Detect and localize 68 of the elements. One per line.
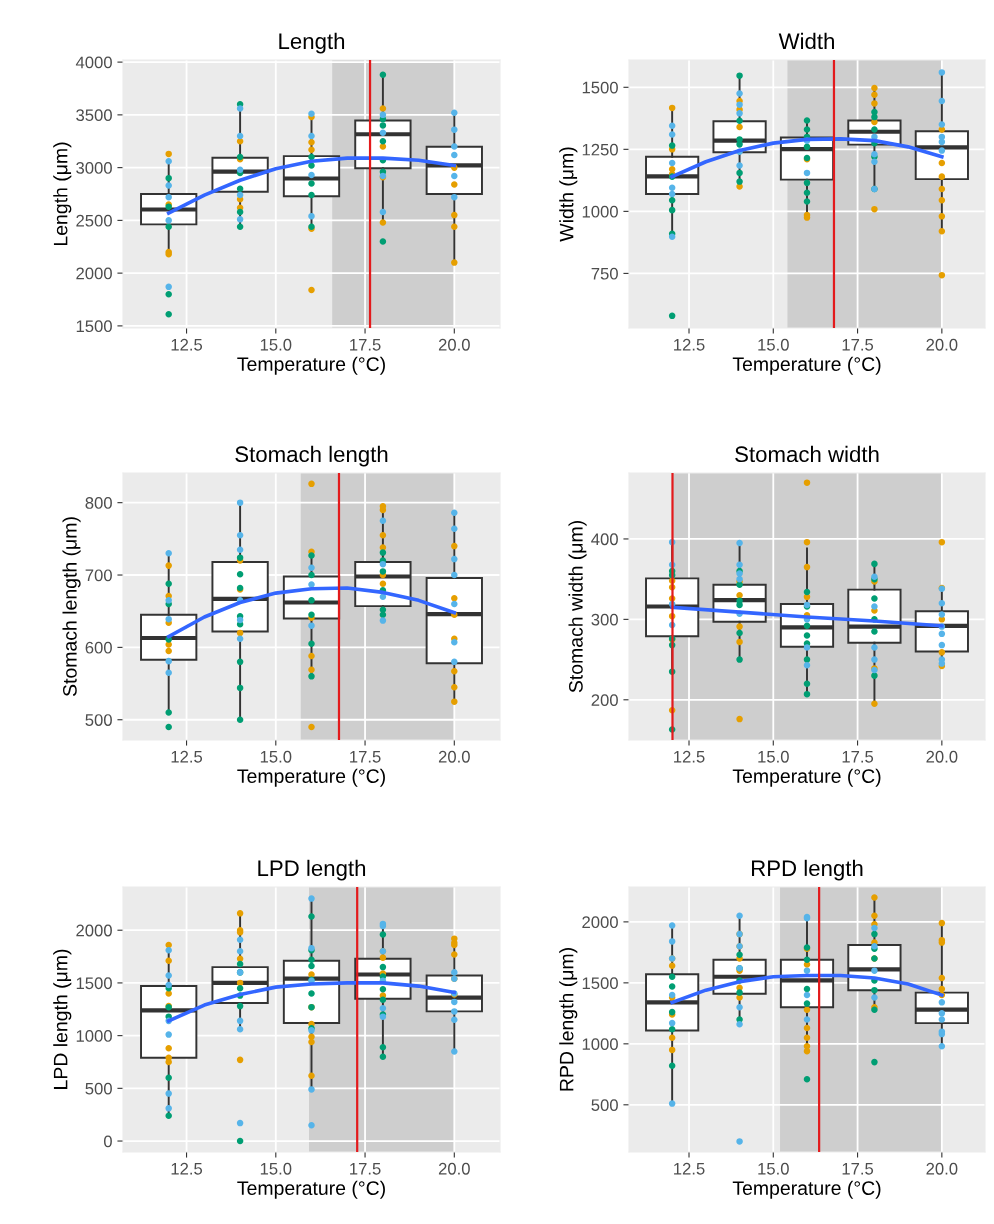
x-tick-label: 15.0: [758, 1162, 789, 1175]
y-tick-label: 1500: [582, 81, 618, 94]
x-tick-label: 15.0: [260, 1162, 292, 1175]
y-tick-label: 1250: [582, 143, 618, 156]
y-axis-title: RPD length (μm): [559, 948, 578, 1091]
y-tick-label: 500: [591, 1099, 618, 1112]
x-tick-label: 20.0: [438, 1162, 470, 1175]
x-tick-label: 17.5: [842, 1163, 874, 1175]
y-tick-label: 2000: [76, 267, 112, 280]
y-axis-title: LPD length (μm): [53, 949, 72, 1089]
x-tick-label: 15.0: [758, 338, 789, 351]
y-tick-label: 2000: [582, 916, 618, 929]
x-axis-title: Temperature (°C): [732, 356, 881, 375]
y-tick-label: 1000: [582, 205, 618, 218]
chart-title: LPD length: [258, 859, 366, 881]
x-tick-label: 17.5: [350, 339, 381, 351]
chart-title: Width: [778, 32, 834, 50]
y-tick-label: 0: [103, 1135, 112, 1148]
x-tick-label: 12.5: [674, 338, 705, 351]
y-tick-label: 500: [85, 1082, 112, 1095]
x-tick-label: 17.5: [842, 751, 874, 763]
x-tick-label: 12.5: [171, 1162, 203, 1175]
y-tick-label: 200: [591, 694, 618, 706]
y-tick-label: 1500: [76, 977, 112, 990]
y-tick-label: 2000: [76, 924, 112, 937]
chart-title: RPD length: [752, 859, 863, 881]
y-tick-label: 700: [85, 569, 112, 582]
x-tick-label: 17.5: [350, 751, 381, 763]
x-tick-label: 12.5: [171, 750, 203, 763]
y-tick-label: 4000: [75, 56, 112, 69]
x-tick-label: 15.0: [260, 750, 292, 763]
y-axis-title: Width (μm): [559, 147, 578, 242]
x-tick-label: 20.0: [926, 750, 958, 763]
x-tick-label: 20.0: [438, 338, 470, 351]
x-tick-label: 12.5: [171, 338, 203, 351]
chart-title: Stomach width: [735, 445, 879, 463]
x-axis-title: Temperature (°C): [732, 1180, 881, 1199]
y-tick-label: 1000: [76, 1030, 112, 1042]
x-tick-label: 17.5: [350, 1163, 381, 1175]
x-tick-label: 12.5: [674, 1162, 705, 1175]
y-tick-label: 3500: [76, 109, 112, 122]
y-tick-label: 400: [591, 533, 618, 546]
x-tick-label: 20.0: [926, 1162, 958, 1175]
y-tick-label: 3000: [76, 162, 112, 174]
y-tick-label: 1000: [582, 1038, 618, 1051]
y-tick-label: 2500: [76, 214, 112, 227]
x-axis-title: Temperature (°C): [237, 1180, 385, 1199]
y-tick-label: 800: [85, 497, 112, 509]
x-axis-title: Temperature (°C): [237, 356, 385, 375]
x-tick-label: 15.0: [758, 750, 789, 763]
x-tick-label: 12.5: [674, 750, 705, 763]
y-tick-label: 1500: [582, 977, 618, 990]
y-tick-label: 750: [591, 267, 618, 280]
chart-title: Stomach length: [235, 445, 388, 467]
x-axis-title: Temperature (°C): [237, 768, 385, 787]
y-axis-title: Stomach width (μm): [568, 521, 587, 693]
y-tick-label: 300: [591, 613, 618, 626]
y-tick-label: 1500: [76, 320, 112, 333]
x-tick-label: 17.5: [842, 339, 874, 351]
y-axis-title: Stomach length (μm): [62, 517, 81, 697]
x-tick-label: 15.0: [260, 338, 292, 351]
y-tick-label: 600: [85, 641, 112, 654]
x-axis-title: Temperature (°C): [732, 768, 881, 787]
y-axis-title: Length (μm): [53, 142, 72, 246]
x-tick-label: 20.0: [926, 338, 958, 351]
x-tick-label: 20.0: [438, 750, 470, 763]
chart-title: Length: [279, 32, 345, 54]
y-tick-label: 500: [85, 714, 112, 726]
